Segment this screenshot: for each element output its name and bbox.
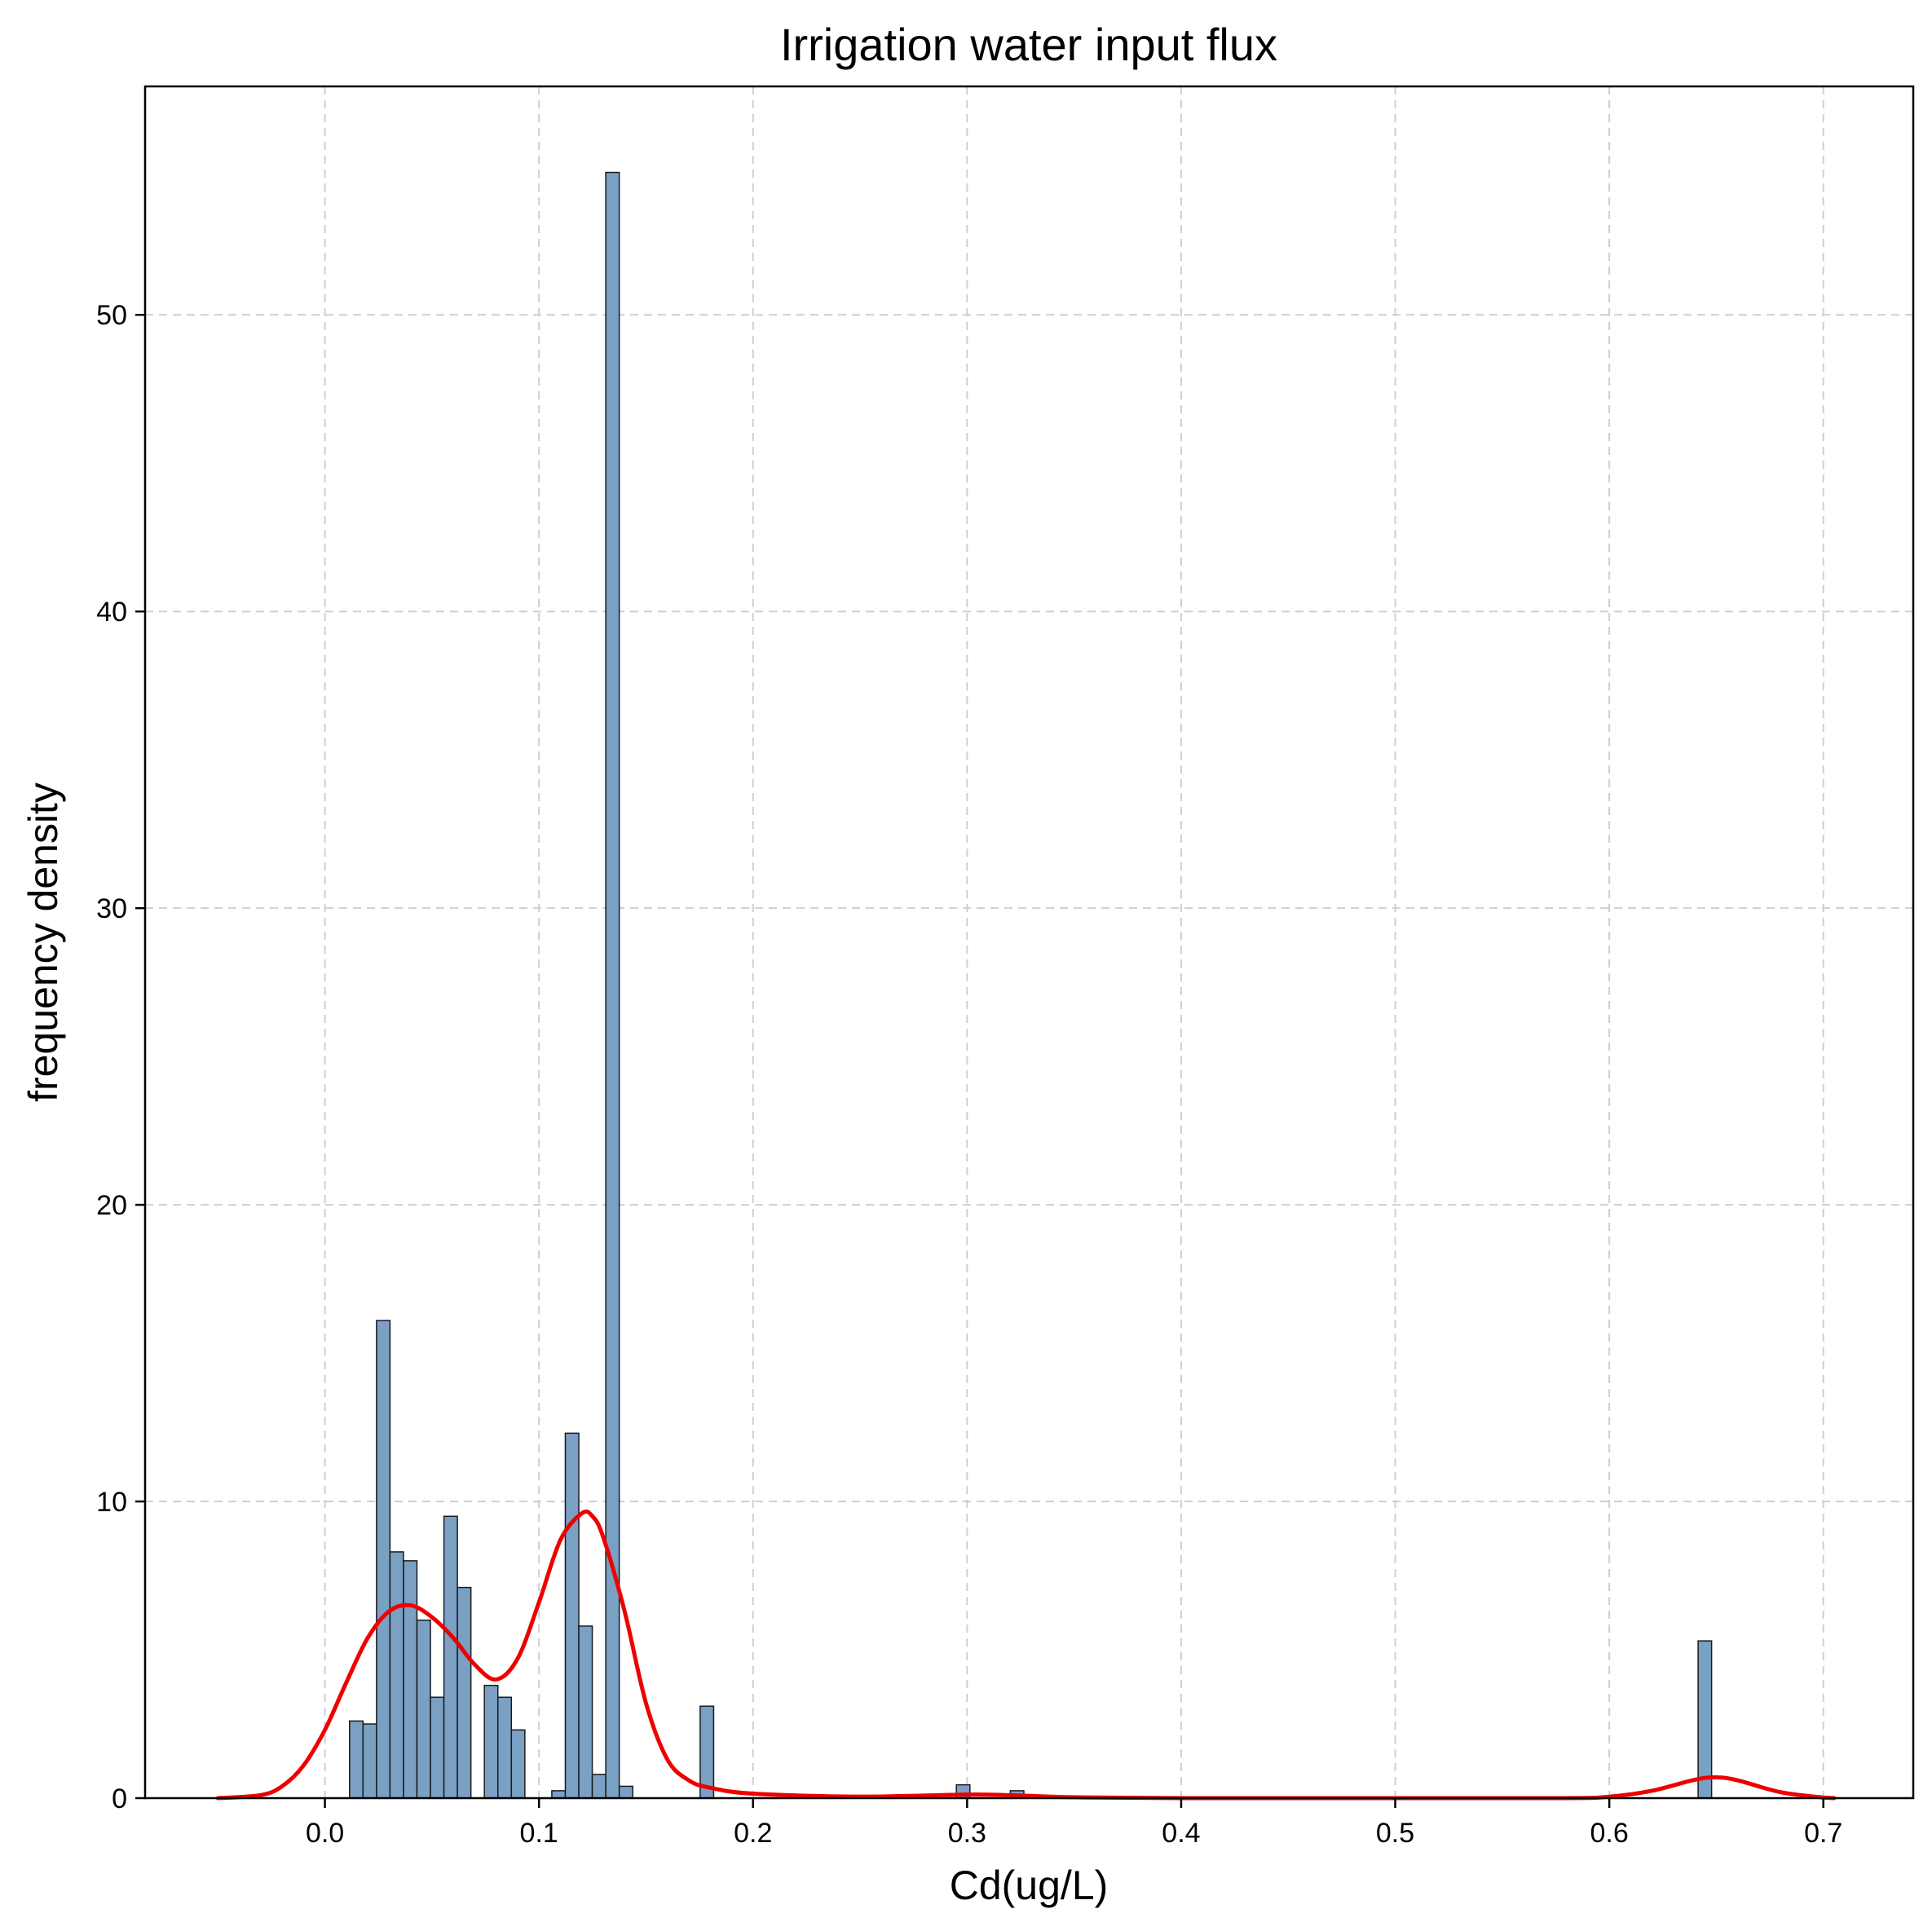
histogram-bar (1697, 1640, 1713, 1799)
histogram-bar (510, 1729, 526, 1799)
histogram-bar (457, 1586, 472, 1799)
histogram-bar (376, 1320, 391, 1799)
histogram-bar (430, 1696, 445, 1799)
histogram-bar (443, 1515, 458, 1799)
y-tick-label: 0 (112, 1783, 127, 1814)
y-tick-label: 40 (96, 597, 127, 628)
histogram-bar (349, 1720, 364, 1799)
histogram-bar (483, 1684, 499, 1799)
histogram-bar (362, 1723, 377, 1799)
x-axis-label: Cd(ug/L) (950, 1863, 1109, 1908)
kde-curve (215, 1509, 1837, 1801)
histogram-bar (551, 1790, 567, 1799)
histogram-bar (564, 1432, 580, 1799)
histogram-bar (618, 1785, 633, 1799)
histogram-bar (403, 1560, 418, 1799)
gridlines (145, 86, 1913, 1798)
y-axis-ticks: 0 10 20 30 40 50 (96, 300, 145, 1814)
chart-title: Irrigation water input flux (780, 19, 1277, 70)
y-tick-label: 30 (96, 893, 127, 924)
x-tick-label: 0.2 (734, 1818, 772, 1849)
y-axis-label: frequency density (20, 783, 66, 1102)
histogram-bar (416, 1619, 431, 1799)
histogram-bar (578, 1625, 593, 1799)
y-tick-label: 20 (96, 1190, 127, 1221)
x-tick-label: 0.0 (306, 1818, 344, 1849)
y-tick-label: 10 (96, 1487, 127, 1518)
y-tick-label: 50 (96, 300, 127, 331)
histogram-bar (496, 1696, 513, 1799)
x-axis-ticks: 0.0 0.1 0.2 0.3 0.4 0.5 0.6 0.7 (306, 1798, 1842, 1849)
x-tick-label: 0.6 (1590, 1818, 1628, 1849)
histogram-bars (349, 171, 1713, 1799)
histogram-bar (389, 1551, 404, 1799)
x-tick-label: 0.1 (520, 1818, 558, 1849)
x-tick-label: 0.3 (948, 1818, 986, 1849)
x-tick-label: 0.7 (1804, 1818, 1842, 1849)
plot-frame (143, 85, 1915, 1800)
x-tick-label: 0.4 (1162, 1818, 1200, 1849)
histogram-bar (591, 1774, 607, 1799)
x-tick-label: 0.5 (1376, 1818, 1414, 1849)
